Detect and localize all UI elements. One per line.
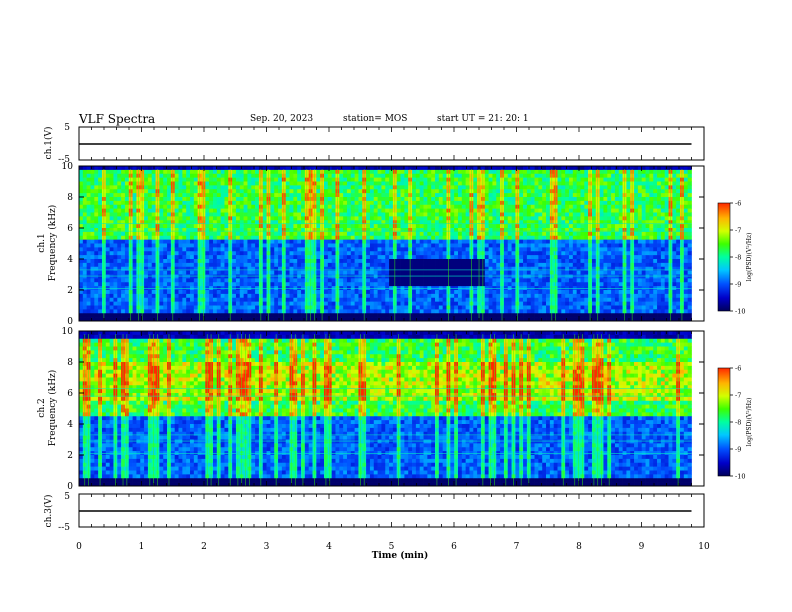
- time-tick-5: 5: [389, 542, 395, 552]
- ch3-waveform-panel: 5 --5 ch.3(V): [43, 492, 705, 533]
- ch1-colorbar-tick: -7: [735, 227, 741, 235]
- ch2-colorbar-label: log(PSD)(V²/Hz): [746, 398, 753, 447]
- ch1-ytick-6: 6: [67, 224, 73, 234]
- figure-title: VLF Spectra: [79, 112, 156, 126]
- time-tick-8: 8: [576, 542, 582, 552]
- time-axis-label: Time (min): [372, 550, 429, 561]
- ch2-colorbar-tick: -9: [735, 446, 741, 454]
- ch1-ytick-2: 2: [67, 286, 73, 296]
- ch1-ytick-4: 4: [67, 255, 73, 265]
- time-tick-2: 2: [201, 542, 207, 552]
- ch1-colorbar-tick: -10: [735, 308, 745, 316]
- time-tick-10: 10: [698, 542, 710, 552]
- panel-tick-marks: [78, 127, 705, 527]
- ch1-colorbar-label: log(PSD)(V²/Hz): [746, 233, 753, 282]
- time-tick-3: 3: [264, 542, 270, 552]
- ch3-ytick-5: 5: [64, 492, 70, 502]
- ch2-frequency-axis-label: Frequency (kHz): [47, 370, 58, 447]
- ch1-ytick-5: 5: [64, 123, 70, 133]
- ch2-colorbar-tick: -6: [735, 365, 741, 373]
- ch2-colorbar-tick: -7: [735, 392, 741, 400]
- ch1-waveform-ylabel: ch.1(V): [43, 127, 54, 160]
- ch1-colorbar-tick: -9: [735, 281, 741, 289]
- ch2-spectrogram-image: [79, 331, 692, 487]
- ch2-spectrogram-panel: 0 2 4 6 8 10 ch.2 Frequency (kHz) -6 -7 -8 -9 -10…: [37, 327, 753, 492]
- ch1-colorbar-tick: -6: [735, 200, 741, 208]
- time-tick-4: 4: [326, 542, 332, 552]
- ch1-ytick-0: 0: [67, 317, 73, 327]
- ch1-channel-label: ch.1: [37, 233, 47, 252]
- ch2-ytick-2: 2: [67, 451, 73, 461]
- date-label: Sep. 20, 2023: [250, 114, 314, 124]
- time-axis: 0 1 2 3 4 5 6 7 8 9 10: [76, 542, 710, 552]
- ch1-ytick-10: 10: [62, 162, 74, 172]
- time-tick-9: 9: [639, 542, 645, 552]
- ch2-ytick-6: 6: [67, 389, 73, 399]
- ch2-colorbar-tick: -8: [735, 419, 741, 427]
- station-label: station= MOS: [343, 114, 408, 124]
- ch2-channel-label: ch.2: [37, 398, 47, 417]
- ch1-spectrogram-panel: 0 2 4 6 8 10 ch.1 Frequency (kHz) -6 -7 -8 -9 -10…: [37, 162, 753, 327]
- ch2-ytick-10: 10: [62, 327, 74, 337]
- ch1-colorbar: [717, 202, 731, 312]
- ch2-colorbar: [717, 367, 731, 477]
- time-tick-1: 1: [139, 542, 145, 552]
- ch2-ytick-8: 8: [67, 358, 73, 368]
- ch2-ytick-4: 4: [67, 420, 73, 430]
- ch3-ytick-neg5: --5: [58, 523, 70, 533]
- ch1-spectrogram-image: [79, 166, 692, 322]
- ch2-colorbar-tick: -10: [735, 473, 745, 481]
- ch1-ytick-8: 8: [67, 193, 73, 203]
- time-tick-7: 7: [514, 542, 520, 552]
- ch1-colorbar-tick: -8: [735, 254, 741, 262]
- ch1-ytick-neg5: --5: [58, 155, 70, 165]
- start-time-label: start UT = 21: 20: 1: [437, 114, 529, 124]
- time-tick-0: 0: [76, 542, 82, 552]
- time-tick-6: 6: [451, 542, 457, 552]
- ch2-ytick-0: 0: [67, 482, 73, 492]
- ch1-frequency-axis-label: Frequency (kHz): [47, 205, 58, 282]
- ch1-waveform-panel: 5 --5 ch.1(V): [43, 123, 705, 165]
- ch3-waveform-ylabel: ch.3(V): [43, 495, 54, 528]
